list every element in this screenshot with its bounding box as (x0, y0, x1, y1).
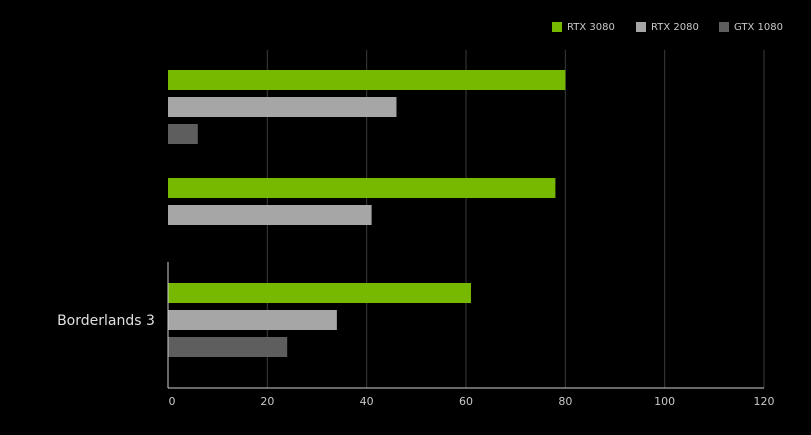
legend-label-2: GTX 1080 (734, 22, 783, 33)
legend-swatch-0 (552, 22, 562, 32)
bar-0-0 (168, 70, 566, 90)
bar-1-1 (168, 205, 372, 225)
bar-0-1 (168, 97, 397, 117)
x-tick-label-3: 60 (459, 395, 473, 408)
legend-swatch-1 (636, 22, 646, 32)
x-tick-label-5: 100 (654, 395, 675, 408)
bar-2-0 (168, 283, 471, 303)
category-label-2: Borderlands 3 (57, 313, 155, 329)
legend: RTX 3080 RTX 2080 GTX 1080 (552, 22, 783, 33)
legend-label-1: RTX 2080 (651, 22, 699, 33)
legend-label-0: RTX 3080 (567, 22, 615, 33)
bar-2-2 (168, 337, 288, 357)
bar-0-2 (168, 124, 198, 144)
x-tick-label-1: 20 (260, 395, 274, 408)
category-labels: Borderlands 3 (57, 313, 155, 329)
x-tick-label-2: 40 (360, 395, 374, 408)
bar-2-1 (168, 310, 337, 330)
legend-swatch-2 (719, 22, 729, 32)
x-tick-label-4: 80 (558, 395, 572, 408)
x-tick-label-6: 120 (754, 395, 775, 408)
x-tick-label-0: 0 (169, 395, 176, 408)
x-axis: 0 20 40 60 80 100 120 (167, 262, 775, 408)
bars (168, 70, 566, 357)
bar-1-0 (168, 178, 556, 198)
